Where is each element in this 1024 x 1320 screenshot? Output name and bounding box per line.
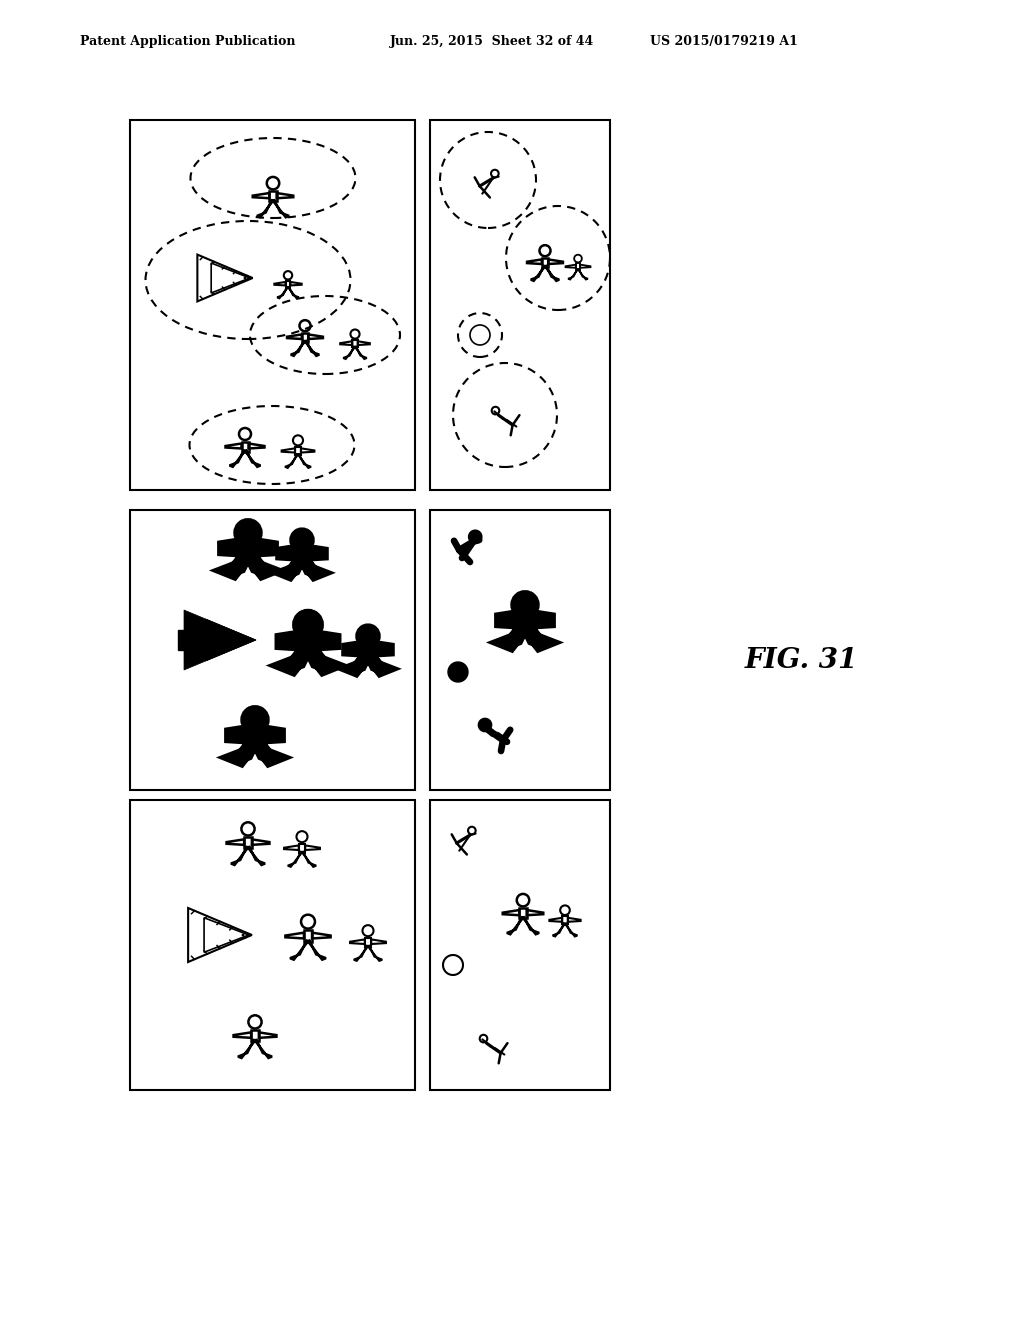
Bar	[519, 908, 526, 919]
Polygon shape	[282, 550, 298, 556]
Polygon shape	[229, 552, 247, 572]
Circle shape	[296, 533, 308, 546]
Polygon shape	[348, 645, 365, 651]
Bar	[304, 931, 312, 942]
Circle shape	[248, 713, 262, 727]
Polygon shape	[237, 738, 254, 759]
Bar	[130, 800, 415, 1090]
Bar	[244, 541, 252, 554]
Bar	[130, 120, 415, 490]
Bar	[575, 264, 581, 269]
Polygon shape	[303, 556, 318, 574]
Circle shape	[518, 598, 532, 612]
Bar	[251, 1030, 259, 1041]
Bar	[430, 510, 610, 789]
Bar	[430, 120, 610, 490]
Polygon shape	[309, 645, 328, 668]
Bar	[299, 843, 305, 853]
Polygon shape	[184, 610, 256, 671]
Bar	[295, 446, 301, 455]
Bar	[365, 937, 372, 946]
Polygon shape	[305, 550, 323, 556]
Text: FIG. 31: FIG. 31	[745, 647, 858, 673]
Polygon shape	[286, 556, 301, 574]
Bar	[242, 441, 249, 451]
Polygon shape	[259, 731, 279, 737]
Polygon shape	[206, 619, 256, 661]
Polygon shape	[283, 638, 303, 644]
Polygon shape	[252, 544, 271, 550]
Polygon shape	[529, 616, 549, 622]
Bar	[303, 635, 312, 647]
Polygon shape	[312, 638, 334, 644]
Circle shape	[241, 525, 255, 540]
Bar	[286, 281, 291, 288]
Bar	[177, 630, 184, 649]
Bar	[542, 257, 548, 267]
Circle shape	[361, 630, 374, 643]
Polygon shape	[352, 652, 367, 671]
Bar	[269, 191, 276, 202]
Bar	[251, 729, 259, 741]
Bar	[130, 510, 415, 789]
Polygon shape	[231, 731, 251, 737]
Bar	[365, 644, 372, 655]
Bar	[298, 548, 305, 558]
Bar	[430, 800, 610, 1090]
Bar	[302, 333, 308, 342]
Circle shape	[449, 663, 468, 682]
Circle shape	[471, 533, 479, 541]
Polygon shape	[502, 616, 521, 622]
Polygon shape	[224, 544, 244, 550]
Polygon shape	[369, 652, 384, 671]
Text: Jun. 25, 2015  Sheet 32 of 44: Jun. 25, 2015 Sheet 32 of 44	[390, 36, 594, 49]
Bar	[562, 916, 567, 924]
Circle shape	[300, 616, 315, 632]
Polygon shape	[526, 623, 544, 644]
Polygon shape	[372, 645, 388, 651]
Text: US 2015/0179219 A1: US 2015/0179219 A1	[650, 36, 798, 49]
Circle shape	[481, 721, 489, 729]
Bar	[244, 837, 252, 849]
Polygon shape	[249, 552, 266, 572]
Text: Patent Application Publication: Patent Application Publication	[80, 36, 296, 49]
Bar	[352, 339, 357, 347]
Polygon shape	[507, 623, 524, 644]
Polygon shape	[288, 645, 307, 668]
Bar	[521, 614, 529, 626]
Polygon shape	[256, 738, 273, 759]
